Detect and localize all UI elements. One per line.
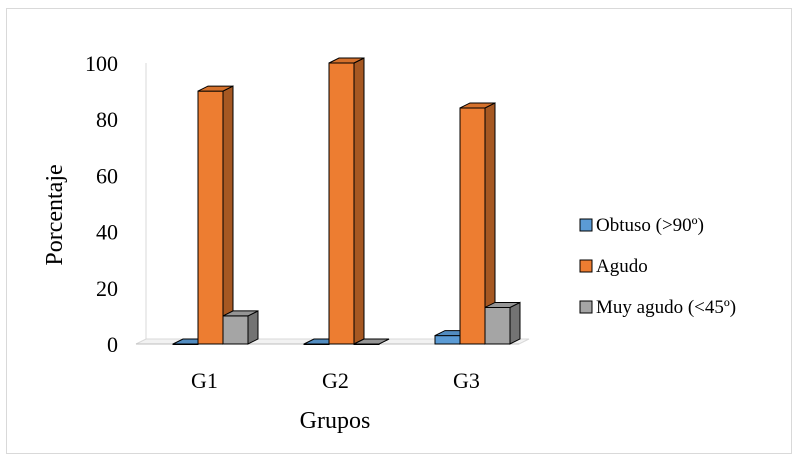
y-tick-label: 20 <box>96 276 118 301</box>
legend-item: Agudo <box>579 256 648 277</box>
legend-item: Muy agudo (<45º) <box>579 297 736 318</box>
x-tick-label: G2 <box>322 368 349 393</box>
x-tick-label: G3 <box>453 368 480 393</box>
legend-label: Obtuso (>90º) <box>596 215 704 236</box>
y-axis-title: Porcentaje <box>42 164 68 265</box>
y-tick-label: 0 <box>107 332 118 357</box>
y-tick-label: 40 <box>96 220 118 245</box>
x-tick-label: G1 <box>191 368 218 393</box>
bar <box>353 338 390 345</box>
legend: Obtuso (>90º) Agudo Muy agudo (<45º) <box>579 215 736 318</box>
y-tick-label: 80 <box>96 107 118 132</box>
legend-swatch <box>579 300 593 314</box>
bar <box>459 102 496 345</box>
legend-swatch <box>579 259 593 273</box>
y-tick-label: 100 <box>85 51 118 76</box>
bar <box>222 310 259 345</box>
legend-swatch <box>579 218 593 232</box>
y-tick-label: 60 <box>96 163 118 188</box>
legend-label: Muy agudo (<45º) <box>596 297 736 318</box>
bars-group <box>172 57 521 345</box>
chart-frame <box>6 8 792 454</box>
y-axis-ticks: 0 20 40 60 80 100 <box>85 51 118 357</box>
x-axis-title: Grupos <box>300 408 371 434</box>
legend-label: Agudo <box>596 256 648 277</box>
bar <box>328 57 365 345</box>
bar <box>484 301 521 345</box>
x-axis-ticks: G1 G2 G3 <box>191 368 480 393</box>
legend-item: Obtuso (>90º) <box>579 215 704 236</box>
bar <box>197 85 234 345</box>
